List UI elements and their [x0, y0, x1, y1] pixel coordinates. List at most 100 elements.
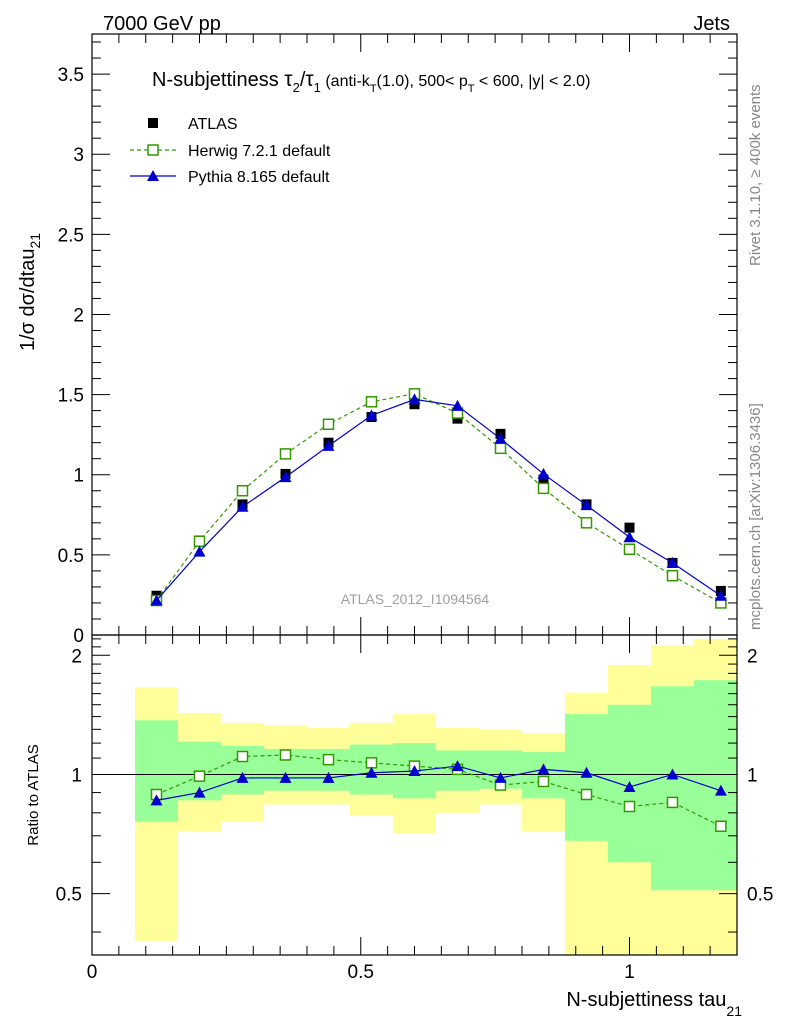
ratio-uncertainty-bands — [135, 638, 737, 955]
ratio-point-s1 — [150, 794, 163, 806]
ratio-point-s1 — [714, 784, 727, 796]
ratio-y-tick-label: 0.5 — [56, 885, 82, 906]
main-point-s1 — [193, 535, 206, 547]
main-point-s1 — [322, 418, 335, 430]
ratio-series-line-0 — [156, 754, 722, 827]
main-point-s1 — [279, 448, 292, 460]
main-point-s2 — [714, 589, 727, 601]
ratio-point-s1 — [193, 786, 206, 798]
main-y-axis-label: 1/σ dσ/dtau21 — [17, 233, 43, 351]
energy-label: 7000 GeV pp — [103, 13, 221, 35]
ratio-y-tick-label-right: 0.5 — [747, 885, 773, 906]
analysis-watermark: ATLAS_2012_I1094564 — [341, 591, 490, 607]
rivet-label: Rivet 3.1.10, ≥ 400k events — [747, 84, 764, 266]
legend-marker-pythia — [147, 170, 159, 181]
ratio-point-s1 — [451, 760, 464, 772]
ratio-point-s1 — [365, 766, 378, 778]
ratio-point-s1 — [666, 768, 679, 780]
main-point-s2 — [408, 393, 421, 405]
ratio-point-s1 — [408, 765, 421, 777]
ratio-point-s0 — [715, 820, 727, 832]
ratio-point-s0 — [322, 753, 335, 766]
main-series-line-1 — [156, 393, 722, 604]
ratio-point-s1 — [236, 771, 249, 783]
main-point-s2 — [580, 499, 593, 511]
main-point-s1 — [537, 482, 550, 495]
legend: ATLAS Herwig 7.2.1 default Pythia 8.165 … — [130, 116, 331, 186]
mcplots-label: mcplots.cern.ch [arXiv:1306.3436] — [747, 403, 764, 630]
legend-entry-herwig: Herwig 7.2.1 default — [130, 143, 331, 160]
ratio-point-s1 — [322, 771, 335, 783]
main-point-s2 — [537, 467, 550, 479]
main-point-s1 — [494, 442, 507, 455]
ratio-point-s0 — [365, 757, 378, 769]
x-tick-label: 0 — [87, 962, 98, 983]
main-y-axis-ticks: 0 0.5 1 1.5 2 2.5 3 3.5 — [58, 34, 738, 647]
legend-label-pythia: Pythia 8.165 default — [188, 169, 330, 186]
main-point-s1 — [623, 543, 636, 556]
ratio-stat-band — [694, 680, 737, 891]
x-tick-label: 1 — [624, 962, 635, 983]
legend-label-herwig: Herwig 7.2.1 default — [188, 143, 331, 160]
ratio-point-s0 — [666, 796, 679, 809]
main-point-s1 — [236, 485, 249, 497]
ratio-y-tick-label: 2 — [71, 646, 82, 667]
main-point-s2 — [150, 594, 163, 606]
ratio-series-layer — [150, 749, 727, 832]
main-title: N-subjettiness τ2/τ1 (anti-kT(1.0), 500<… — [152, 68, 590, 95]
ratio-point-s1 — [580, 766, 593, 778]
main-y-tick-label: 2.5 — [58, 225, 84, 246]
ratio-point-s1 — [623, 780, 636, 792]
main-y-tick-label: 3.5 — [58, 65, 84, 86]
ratio-point-s1 — [537, 763, 550, 775]
main-point-s1 — [580, 517, 593, 529]
main-y-tick-label: 2 — [73, 305, 84, 326]
process-label: Jets — [693, 13, 730, 35]
ratio-stat-band — [522, 751, 565, 799]
ratio-point-s1 — [494, 771, 507, 783]
legend-entry-atlas: ATLAS — [148, 116, 238, 133]
ratio-y-tick-label-right: 1 — [747, 765, 758, 786]
main-point-s2 — [322, 439, 335, 451]
ratio-y-axis-label: Ratio to ATLAS — [25, 744, 42, 845]
main-point-s2 — [279, 471, 292, 483]
main-point-s2 — [365, 409, 378, 421]
main-point-s0 — [624, 522, 635, 533]
ratio-stat-band — [651, 686, 694, 891]
ratio-series-line-1 — [156, 765, 722, 801]
main-point-s2 — [193, 545, 206, 557]
main-y-tick-label: 3 — [73, 145, 84, 166]
main-y-tick-label: 0 — [73, 626, 84, 647]
main-point-s2 — [623, 531, 636, 543]
ratio-point-s1 — [279, 771, 292, 783]
main-point-s2 — [236, 500, 249, 512]
main-point-s1 — [365, 396, 378, 408]
ratio-stat-band — [135, 720, 178, 822]
main-series-layer — [150, 388, 727, 609]
main-point-s2 — [666, 556, 679, 568]
legend-marker-atlas — [148, 118, 158, 128]
ratio-y-tick-label: 1 — [71, 765, 82, 786]
main-series-line-2 — [156, 398, 722, 601]
legend-label-atlas: ATLAS — [188, 116, 238, 133]
main-point-s2 — [451, 399, 464, 411]
main-y-tick-label: 0.5 — [58, 546, 84, 567]
ratio-panel-frame — [91, 634, 738, 956]
ratio-point-s0 — [537, 775, 550, 788]
ratio-point-s0 — [623, 800, 636, 813]
legend-marker-herwig — [147, 144, 159, 156]
ratio-point-s0 — [279, 749, 292, 761]
x-tick-label: 0.5 — [348, 962, 374, 983]
ratio-point-s0 — [236, 750, 249, 763]
legend-entry-pythia: Pythia 8.165 default — [130, 169, 330, 186]
main-point-s0 — [538, 474, 549, 485]
main-y-tick-label: 1 — [73, 466, 84, 487]
main-point-s2 — [494, 432, 507, 444]
main-point-s1 — [666, 569, 679, 582]
ratio-y-tick-label-right: 2 — [747, 646, 758, 667]
ratio-point-s0 — [580, 788, 593, 801]
main-y-tick-label: 1.5 — [58, 386, 84, 407]
ratio-point-s0 — [193, 770, 206, 782]
x-axis-label: N-subjettiness tau21 — [566, 989, 742, 1019]
